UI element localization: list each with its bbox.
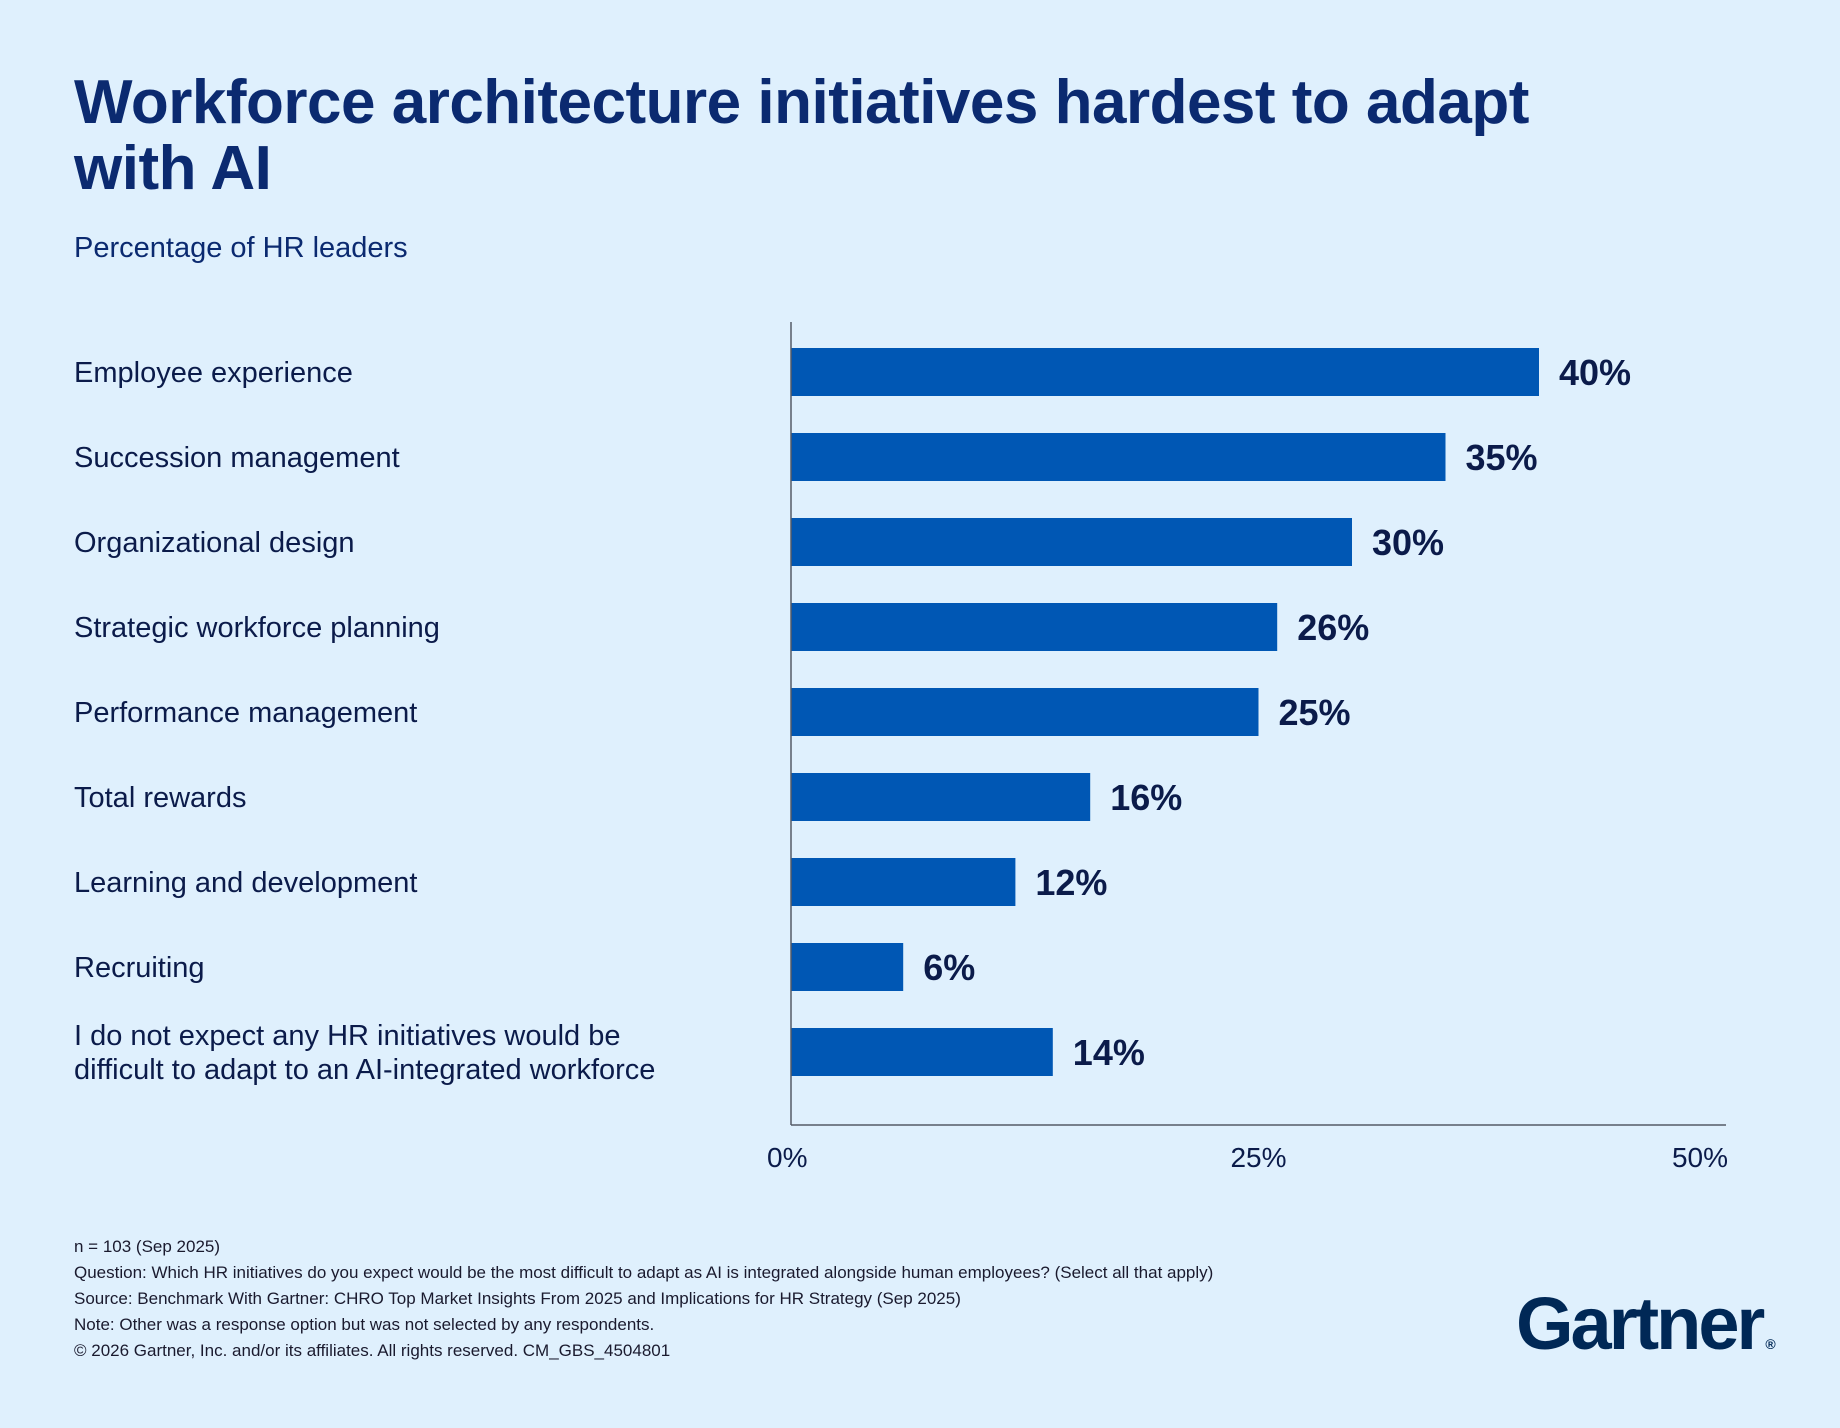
value-label-8: 14% xyxy=(1073,1032,1145,1073)
category-label-7: Recruiting xyxy=(74,952,205,984)
category-label-6: Learning and development xyxy=(74,867,417,899)
bar-8 xyxy=(791,1028,1053,1076)
bar-chart: Employee experience Succession management… xyxy=(74,322,1728,1173)
value-label-3: 26% xyxy=(1297,607,1369,648)
bar-2 xyxy=(791,518,1352,566)
category-label-0: Employee experience xyxy=(74,357,353,389)
value-label-6: 12% xyxy=(1035,862,1107,903)
chart-subtitle: Percentage of HR leaders xyxy=(74,232,408,264)
gartner-logo: Gartner ® xyxy=(1516,1282,1776,1384)
category-labels-layer: Employee experience Succession management… xyxy=(74,357,655,1086)
x-tick-label-1: 25% xyxy=(1230,1142,1286,1173)
value-label-7: 6% xyxy=(923,947,975,988)
footer-source: Source: Benchmark With Gartner: CHRO Top… xyxy=(74,1289,961,1308)
axis-layer: 0% 25% 50% xyxy=(767,322,1728,1173)
category-label-1: Succession management xyxy=(74,442,400,474)
category-label-5: Total rewards xyxy=(74,782,246,814)
x-tick-label-0: 0% xyxy=(767,1142,807,1173)
value-label-5: 16% xyxy=(1110,777,1182,818)
bars-layer xyxy=(791,348,1539,1076)
footer-copyright: © 2026 Gartner, Inc. and/or its affiliat… xyxy=(74,1341,671,1360)
footer-sample-size: n = 103 (Sep 2025) xyxy=(74,1237,221,1256)
footer-note: Note: Other was a response option but wa… xyxy=(74,1315,655,1334)
value-label-0: 40% xyxy=(1559,352,1631,393)
logo-text: Gartner xyxy=(1516,1282,1765,1365)
category-label-8-line-1: difficult to adapt to an AI-integrated w… xyxy=(74,1054,655,1086)
registered-mark: ® xyxy=(1765,1336,1776,1352)
bar-7 xyxy=(791,943,904,991)
footer-question: Question: Which HR initiatives do you ex… xyxy=(74,1263,1214,1282)
category-label-8-line-0: I do not expect any HR initiatives would… xyxy=(74,1020,620,1052)
bar-6 xyxy=(791,858,1016,906)
bar-0 xyxy=(791,348,1539,396)
category-label-4: Performance management xyxy=(74,697,417,729)
bar-5 xyxy=(791,773,1091,821)
chart-title: Workforce architecture initiatives harde… xyxy=(74,68,1529,203)
x-tick-label-2: 50% xyxy=(1672,1142,1728,1173)
value-labels-layer: 40% 35% 30% 26% 25% 16% 12% 6% 14% xyxy=(923,352,1631,1073)
value-label-2: 30% xyxy=(1372,522,1444,563)
category-label-2: Organizational design xyxy=(74,527,355,559)
category-label-3: Strategic workforce planning xyxy=(74,612,440,644)
bar-1 xyxy=(791,433,1446,481)
bar-4 xyxy=(791,688,1259,736)
value-label-1: 35% xyxy=(1466,437,1538,478)
footer-notes: n = 103 (Sep 2025) Question: Which HR in… xyxy=(74,1234,1213,1364)
value-label-4: 25% xyxy=(1279,692,1351,733)
bar-3 xyxy=(791,603,1278,651)
